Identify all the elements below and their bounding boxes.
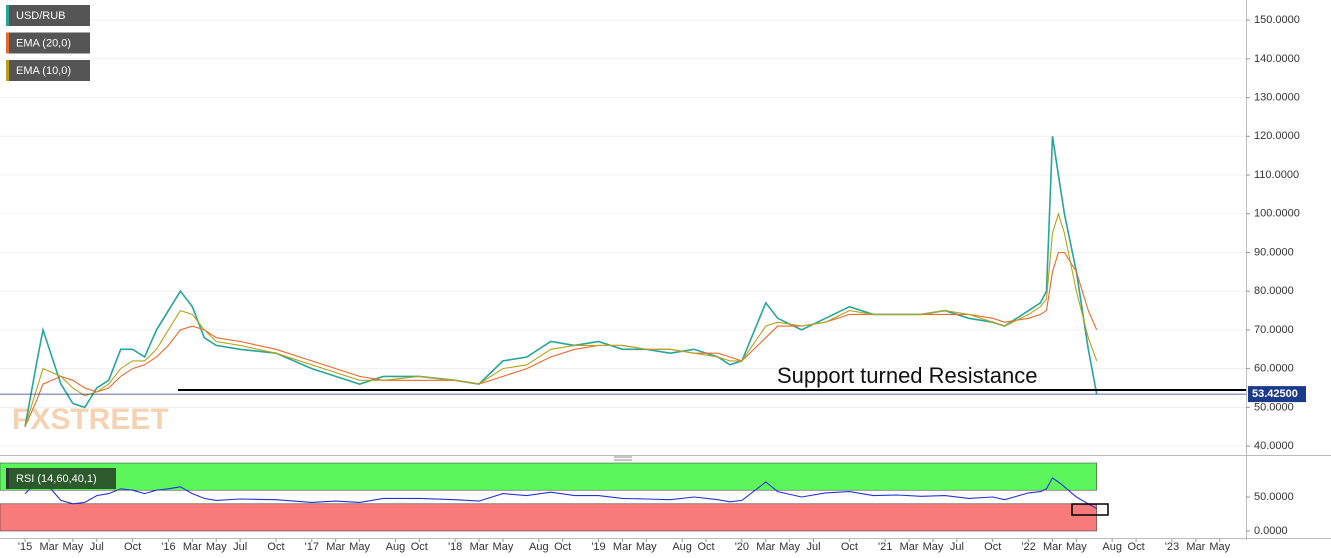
x-tick-label: Mar bbox=[326, 541, 345, 553]
x-tick-label: Mar bbox=[470, 541, 489, 553]
x-tick-label: Mar bbox=[40, 541, 59, 553]
x-tick-label: Oct bbox=[411, 541, 428, 553]
y-tick-label: 50.0000 bbox=[1254, 401, 1294, 413]
x-tick-label: '15 bbox=[18, 541, 32, 553]
highlight-box bbox=[1071, 503, 1109, 516]
x-tick-label: Jul bbox=[950, 541, 964, 553]
x-tick-label: Jul bbox=[233, 541, 247, 553]
legend-box bbox=[6, 468, 116, 489]
x-tick-label: Oct bbox=[984, 541, 1001, 553]
x-tick-label: '18 bbox=[448, 541, 462, 553]
series-line bbox=[24, 251, 1098, 427]
legend-label: RSI (14,60,40,1) bbox=[16, 473, 97, 485]
legend-box bbox=[6, 60, 90, 81]
x-tick-label: May bbox=[206, 541, 227, 553]
legend-item: EMA (10,0) bbox=[6, 60, 90, 81]
oversold-zone bbox=[0, 503, 1097, 532]
x-tick-label: Oct bbox=[1128, 541, 1145, 553]
series-line bbox=[24, 211, 1098, 427]
x-tick-label: Mar bbox=[900, 541, 919, 553]
x-tick-label: Mar bbox=[1043, 541, 1062, 553]
legend-box bbox=[6, 5, 90, 26]
x-tick-label: '23 bbox=[1165, 541, 1179, 553]
y-tick-label: 130.0000 bbox=[1254, 91, 1300, 103]
x-tick-label: Oct bbox=[697, 541, 714, 553]
legend-swatch bbox=[6, 5, 9, 26]
x-tick-label: May bbox=[1066, 541, 1087, 553]
x-tick-label: '21 bbox=[878, 541, 892, 553]
annotation-text: Support turned Resistance bbox=[777, 363, 1038, 388]
legend-swatch bbox=[6, 468, 9, 489]
x-tick-label: Aug bbox=[386, 541, 406, 553]
x-tick-label: '19 bbox=[591, 541, 605, 553]
legend-item: RSI (14,60,40,1) bbox=[6, 468, 116, 489]
series-line bbox=[24, 477, 1097, 510]
x-tick-label: Mar bbox=[183, 541, 202, 553]
x-tick-label: May bbox=[349, 541, 370, 553]
legend-item: EMA (20,0) bbox=[6, 32, 90, 54]
legend-label: USD/RUB bbox=[16, 10, 66, 22]
x-tick-label: May bbox=[1209, 541, 1230, 553]
x-tick-label: Jul bbox=[807, 541, 821, 553]
last-price-box bbox=[1248, 386, 1306, 403]
last-price-label: 53.42500 bbox=[1252, 388, 1298, 400]
legend-item: USD/RUB bbox=[6, 5, 90, 26]
x-tick-label: '20 bbox=[735, 541, 749, 553]
y-tick-label: 150.0000 bbox=[1254, 14, 1300, 26]
legend-box bbox=[6, 32, 90, 54]
y-tick-label: 110.0000 bbox=[1254, 169, 1299, 181]
x-tick-label: May bbox=[493, 541, 514, 553]
x-tick-label: May bbox=[62, 541, 83, 553]
watermark: FXSTREET bbox=[12, 403, 169, 436]
y-tick-label: 60.0000 bbox=[1254, 363, 1294, 375]
x-tick-label: Aug bbox=[529, 541, 549, 553]
x-tick-label: Oct bbox=[554, 541, 571, 553]
x-tick-label: Oct bbox=[267, 541, 284, 553]
y-tick-label: 80.0000 bbox=[1254, 285, 1294, 297]
x-tick-label: '16 bbox=[161, 541, 175, 553]
legend-label: EMA (10,0) bbox=[16, 65, 71, 77]
legend-label: EMA (20,0) bbox=[16, 37, 71, 49]
x-tick-label: May bbox=[923, 541, 944, 553]
x-tick-label: Mar bbox=[1186, 541, 1205, 553]
y-tick-label: 140.0000 bbox=[1254, 53, 1300, 65]
x-tick-label: '22 bbox=[1021, 541, 1035, 553]
x-tick-label: Aug bbox=[672, 541, 692, 553]
x-tick-label: Mar bbox=[613, 541, 632, 553]
y-tick-label: 70.0000 bbox=[1254, 324, 1294, 336]
y-tick-label: 40.0000 bbox=[1254, 440, 1294, 452]
y-tick-label: 0.0000 bbox=[1254, 525, 1288, 537]
x-tick-label: '17 bbox=[305, 541, 319, 553]
x-tick-label: Oct bbox=[841, 541, 858, 553]
x-tick-label: May bbox=[636, 541, 657, 553]
legend-swatch bbox=[6, 60, 9, 81]
pane-handle[interactable] bbox=[614, 456, 632, 461]
y-tick-label: 100.0000 bbox=[1254, 208, 1300, 220]
y-tick-label: 50.0000 bbox=[1254, 491, 1294, 503]
x-tick-label: May bbox=[779, 541, 800, 553]
x-tick-label: Mar bbox=[756, 541, 775, 553]
y-tick-label: 90.0000 bbox=[1254, 246, 1294, 258]
overbought-zone bbox=[0, 462, 1097, 491]
x-tick-label: Aug bbox=[1102, 541, 1122, 553]
y-tick-label: 120.0000 bbox=[1254, 130, 1300, 142]
x-tick-label: Jul bbox=[90, 541, 104, 553]
legend-swatch bbox=[6, 32, 9, 54]
x-tick-label: Oct bbox=[124, 541, 141, 553]
